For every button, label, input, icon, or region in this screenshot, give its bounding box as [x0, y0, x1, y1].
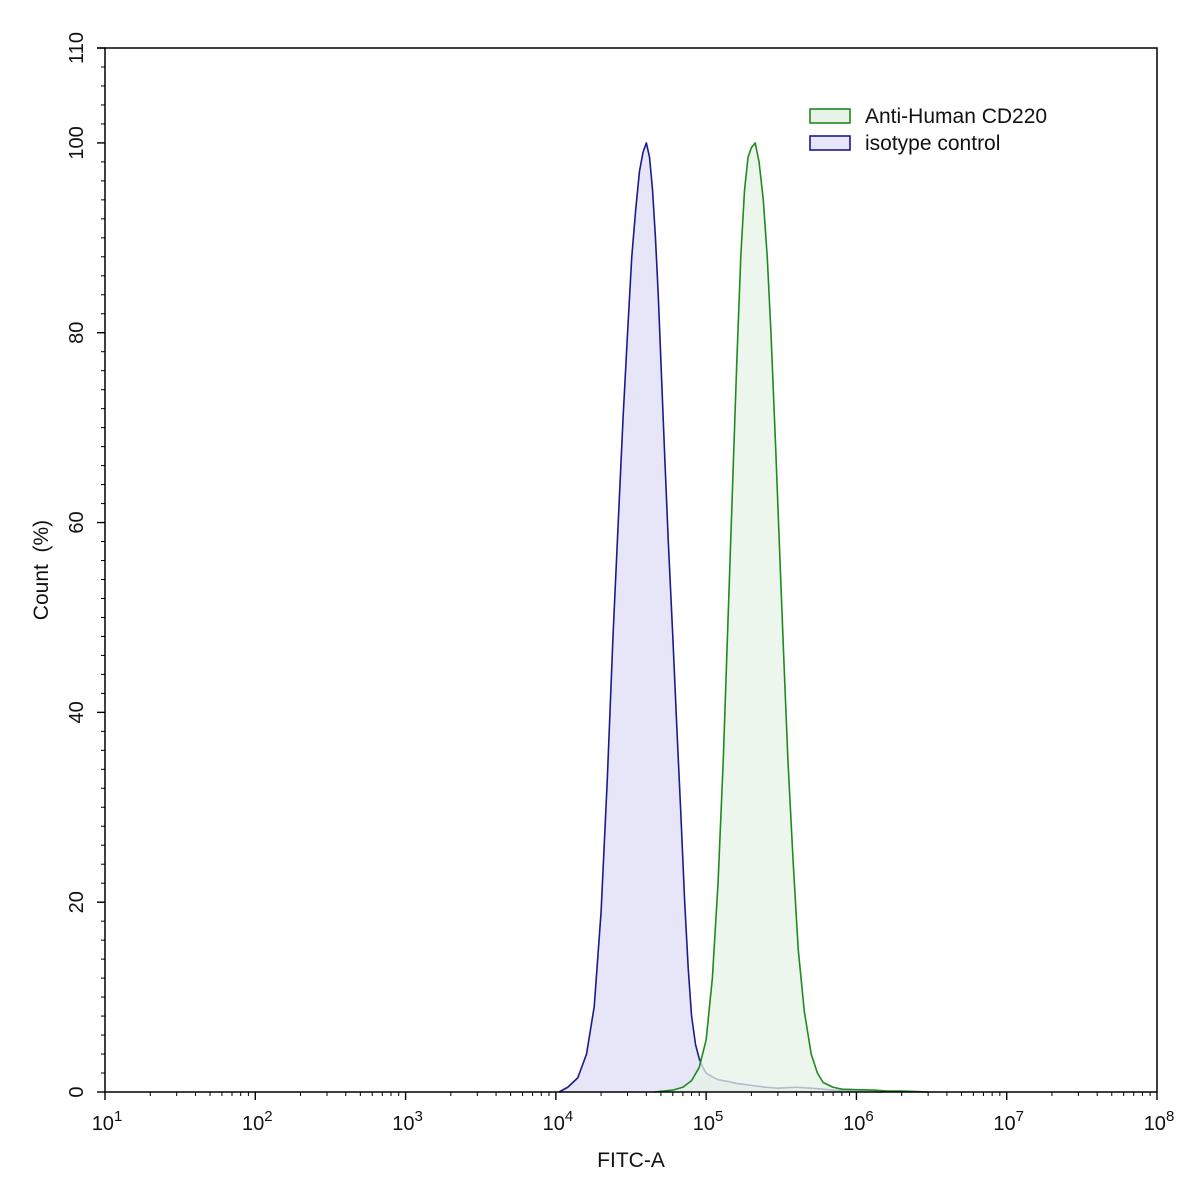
y-tick-label: 0 [66, 1086, 88, 1097]
x-tick-label: 108 [1144, 1108, 1175, 1135]
axis-layer: 101 102 103 104 105 106 107 108 0 20 40 60 80 100 110 F… [30, 32, 1174, 1172]
x-tick-label: 104 [543, 1108, 574, 1135]
y-tick-label: 60 [66, 511, 88, 533]
series-line-anti-human-cd220 [653, 142, 929, 1093]
y-tick-label: 20 [66, 891, 88, 913]
y-axis-title: Count (%) [30, 520, 53, 620]
legend-label-isotype-control: isotype control [865, 132, 1000, 155]
legend-label-anti-human-cd220: Anti-Human CD220 [865, 105, 1047, 128]
legend: Anti-Human CD220 isotype control [809, 105, 1047, 155]
legend-swatch-anti-human-cd220 [809, 108, 851, 124]
y-tick-label: 80 [66, 322, 88, 344]
x-tick-label: 105 [693, 1108, 724, 1135]
x-tick-label: 101 [92, 1108, 123, 1135]
y-tick-label: 40 [66, 701, 88, 723]
x-tick-label: 107 [993, 1108, 1024, 1135]
x-axis-title: FITC-A [597, 1149, 665, 1172]
legend-swatch-isotype-control [809, 135, 851, 151]
series-layer [558, 142, 929, 1093]
y-tick-label: 110 [66, 32, 88, 64]
x-tick-label: 102 [242, 1108, 273, 1135]
y-tick-label: 100 [66, 126, 88, 159]
series-area-isotype-control [559, 142, 883, 1092]
plot-frame [104, 47, 1158, 1093]
x-tick-label: 103 [392, 1108, 423, 1135]
x-tick-label: 106 [843, 1108, 874, 1135]
series-area-anti-human-cd220 [654, 142, 929, 1092]
